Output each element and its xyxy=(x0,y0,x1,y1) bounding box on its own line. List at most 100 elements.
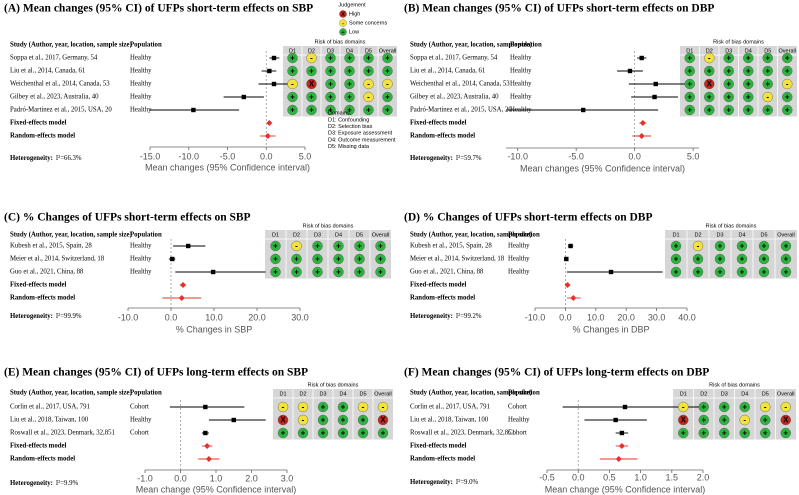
rob-cell xyxy=(277,427,289,439)
rob-judgement: - xyxy=(386,80,389,89)
rob-cell xyxy=(743,104,754,116)
study-population: Healthy xyxy=(510,81,532,88)
pooled-estimate xyxy=(618,443,625,449)
domain-definition: D3: Exposure assessment xyxy=(328,131,393,137)
rob-cell xyxy=(306,104,317,116)
rob-judgement: + xyxy=(357,242,362,251)
rob-cell xyxy=(344,91,355,103)
judgement-title: Judgement xyxy=(338,2,366,8)
rob-cell xyxy=(344,52,355,64)
rob-judgement: + xyxy=(347,67,352,76)
panel-title: (D) % Changes of UFPs short-term effects… xyxy=(404,212,652,224)
rob-judgement: + xyxy=(361,429,366,438)
study-population: Cohort xyxy=(130,404,149,411)
heterogeneity: Heterogeneity: I²=66.3% xyxy=(10,155,82,162)
rob-cell xyxy=(760,401,771,413)
rob-column: D3 xyxy=(721,391,728,397)
study-name: Gilbey et al., 2023, Australia, 40 xyxy=(410,94,499,101)
rob-cell xyxy=(743,91,754,103)
rob-cell xyxy=(306,52,317,64)
study-name: Soppa et al., 2017, Germany, 54 xyxy=(10,55,98,62)
rob-cell xyxy=(739,414,750,426)
rob-judgement: + xyxy=(785,93,790,102)
x-tick-label: 20.0 xyxy=(248,312,266,322)
heterogeneity: Heterogeneity: I²=99.2% xyxy=(410,313,482,320)
rob-cell xyxy=(704,104,715,116)
rob-judgement: + xyxy=(687,67,692,76)
rob-judgement: + xyxy=(785,67,790,76)
rob-cell xyxy=(780,253,792,265)
rob-cell xyxy=(287,91,298,103)
heterogeneity-value: I²=59.7% xyxy=(456,155,482,162)
rob-column: D4 xyxy=(745,48,752,54)
pooled-estimate xyxy=(564,282,571,288)
rob-judgement: + xyxy=(742,403,747,412)
heterogeneity-value: I²=99.2% xyxy=(456,313,482,320)
rob-cell xyxy=(317,401,329,413)
rob-judgement: + xyxy=(347,106,352,115)
rob-column: D5 xyxy=(359,391,366,397)
rob-judgement: + xyxy=(301,429,306,438)
study-population: Healthy xyxy=(130,68,152,75)
rob-judgement: - xyxy=(786,80,789,89)
rob-judgement: + xyxy=(321,429,326,438)
pooled-estimate xyxy=(570,295,577,301)
rob-cell xyxy=(297,414,309,426)
estimate-point xyxy=(568,243,573,249)
rob-cell xyxy=(684,65,695,77)
rob-judgement: + xyxy=(321,416,326,425)
rob-title: Risk of bias domains xyxy=(709,382,760,388)
study-population: Healthy xyxy=(508,269,530,276)
study-name: Roswall et al., 2023, Denmark, 32,851 xyxy=(10,430,115,437)
rob-column: D1 xyxy=(279,391,286,397)
estimate-point xyxy=(627,68,633,74)
rob-cell xyxy=(375,266,386,278)
rob-column: D1 xyxy=(289,48,296,54)
rob-cell xyxy=(277,414,289,426)
rob-cell xyxy=(325,91,336,103)
rob-cell xyxy=(382,91,393,103)
x-tick-label: -10.0 xyxy=(178,151,199,161)
rob-cell xyxy=(344,104,355,116)
rob-judgement: + xyxy=(273,242,278,251)
study-population: Healthy xyxy=(130,269,152,276)
pooled-estimate xyxy=(638,133,645,139)
judgement-swatch xyxy=(339,28,347,36)
heterogeneity-label: Heterogeneity: xyxy=(10,155,53,162)
rob-judgement: + xyxy=(315,242,320,251)
rob-judgement: + xyxy=(347,93,352,102)
rob-cell xyxy=(758,266,770,278)
model-name: Fixed-effects model xyxy=(10,443,67,450)
rob-judgement: + xyxy=(328,93,333,102)
rob-column: D2 xyxy=(706,48,713,54)
rob-cell xyxy=(287,78,298,90)
rob-column: D3 xyxy=(327,48,334,54)
rob-cell xyxy=(325,65,336,77)
x-tick-label: -10.0 xyxy=(525,312,546,322)
model-name: Random-effects model xyxy=(10,295,75,302)
rob-cell xyxy=(377,401,389,413)
rob-judgement: + xyxy=(328,67,333,76)
rob-judgement: - xyxy=(367,80,370,89)
rob-judgement: + xyxy=(378,242,383,251)
population-header: Population xyxy=(130,232,162,239)
rob-cell xyxy=(382,52,393,64)
estimate-point xyxy=(241,94,246,100)
pooled-estimate xyxy=(204,443,211,449)
rob-judgement: + xyxy=(687,54,692,63)
model-name: Fixed-effects model xyxy=(10,282,67,289)
x-tick-label: -1.0 xyxy=(137,473,153,483)
x-tick-label: 10.0 xyxy=(587,312,605,322)
rob-judgement: + xyxy=(765,54,770,63)
rob-cell xyxy=(291,266,302,278)
rob-cell xyxy=(723,65,734,77)
rob-cell xyxy=(357,401,369,413)
rob-judgement: - xyxy=(282,403,285,412)
rob-judgement: + xyxy=(290,106,295,115)
rob-judgement: + xyxy=(290,93,295,102)
heterogeneity: Heterogeneity: I²=9.9% xyxy=(10,480,79,487)
study-name: Meier et al., 2014, Switzerland, 18 xyxy=(10,256,105,263)
model-name: Fixed-effects model xyxy=(10,120,67,127)
rob-judgement: + xyxy=(366,54,371,63)
rob-judgement: + xyxy=(783,429,788,438)
